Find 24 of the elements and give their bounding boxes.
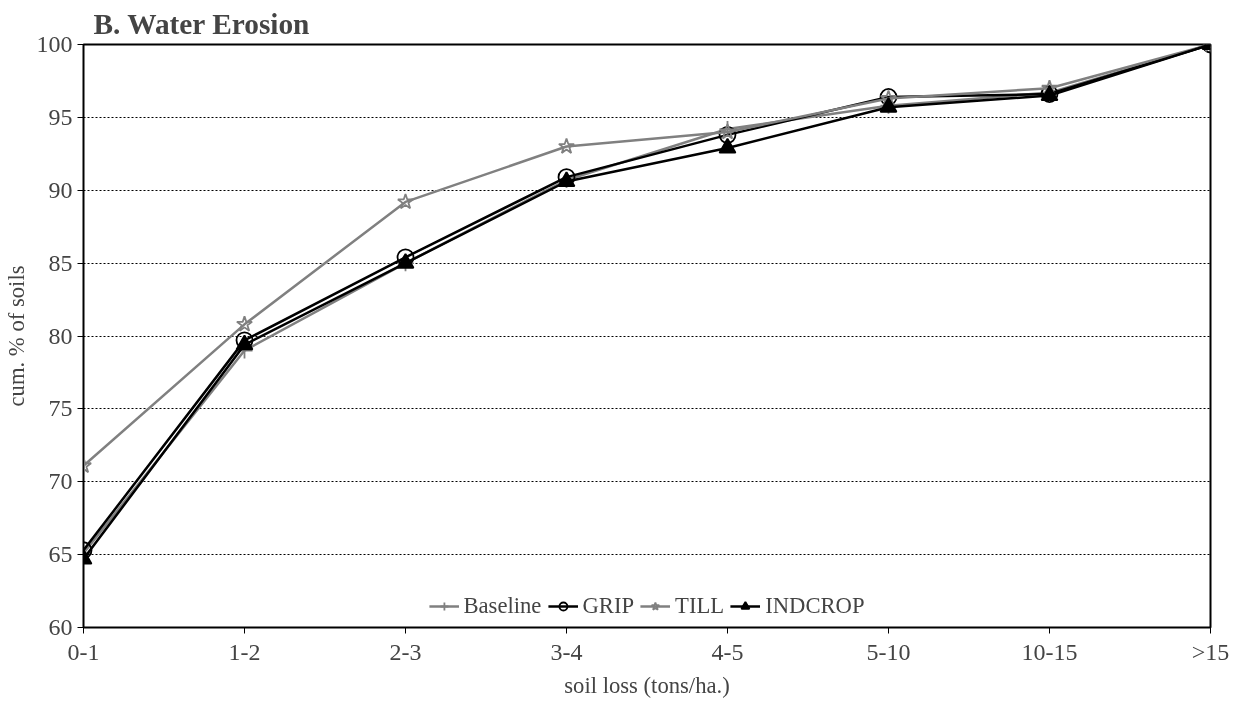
legend-label: GRIP <box>582 593 635 619</box>
y-tick-label: 70 <box>48 468 73 495</box>
x-tick-label: 5-10 <box>866 638 911 665</box>
legend-label: TILL <box>675 593 725 619</box>
y-tick-label: 65 <box>48 541 73 568</box>
y-axis-title: cum. % of soils <box>3 265 29 407</box>
legend-label: Baseline <box>463 593 542 619</box>
y-tick-label: 100 <box>36 31 73 57</box>
x-tick-label: 2-3 <box>389 638 422 665</box>
y-tick-label: 80 <box>48 322 73 349</box>
y-tick-label: 95 <box>48 103 73 130</box>
y-tick-label: 90 <box>48 176 73 203</box>
chart-title: B. Water Erosion <box>93 7 310 40</box>
x-tick-label: 10-15 <box>1021 638 1078 665</box>
y-tick-label: 60 <box>48 614 73 640</box>
x-tick-label: >15 <box>1191 638 1230 665</box>
y-tick-label: 75 <box>48 395 73 422</box>
x-tick-label: 1-2 <box>228 638 261 665</box>
x-tick-label: 3-4 <box>550 638 583 665</box>
x-axis-title: soil loss (tons/ha.) <box>564 672 730 698</box>
x-tick-label: 4-5 <box>711 638 744 665</box>
y-tick-label: 85 <box>48 249 73 276</box>
legend-label: INDCROP <box>765 593 865 619</box>
x-tick-label: 0-1 <box>67 638 100 665</box>
